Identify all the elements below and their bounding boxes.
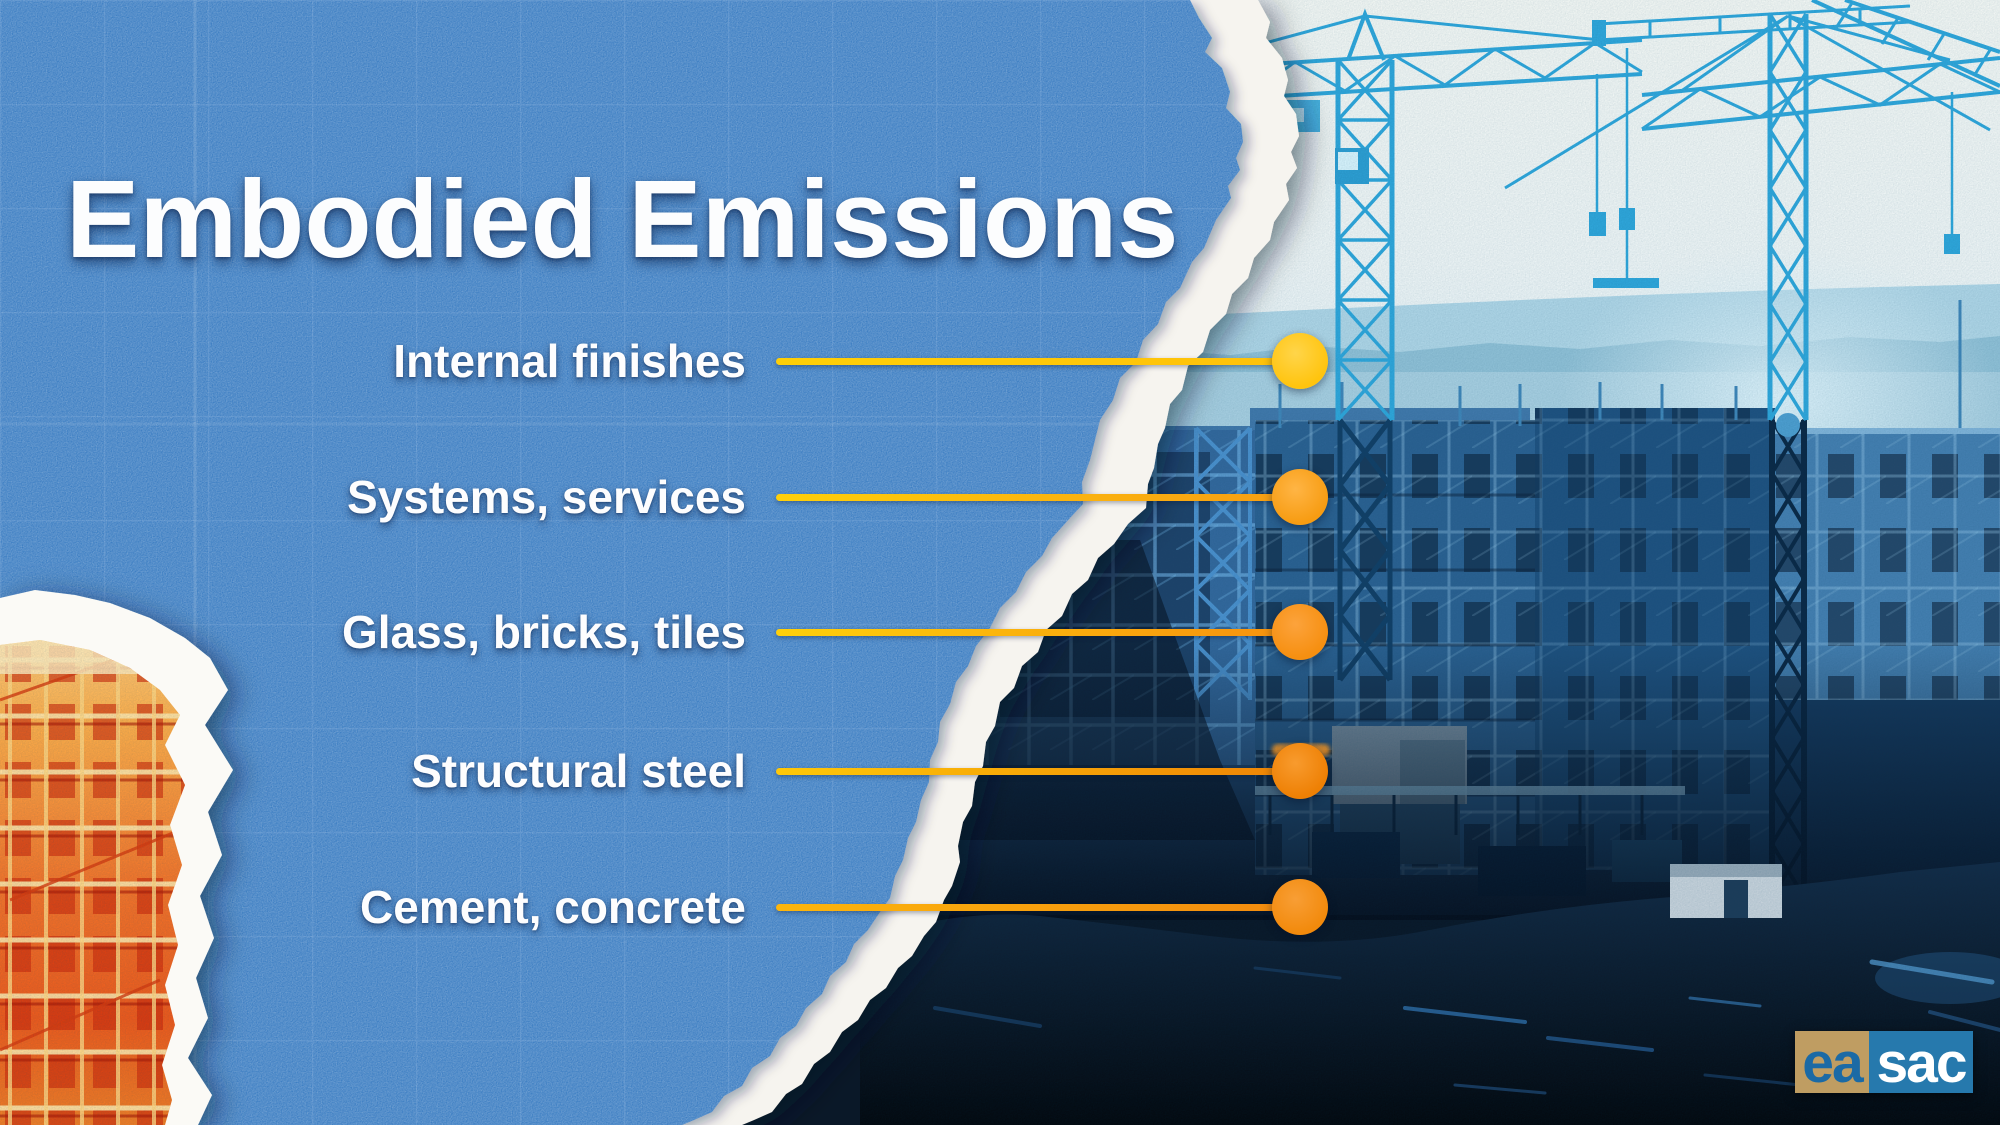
callout-dot — [1272, 879, 1328, 935]
callout-dot — [1272, 604, 1328, 660]
callout-row: Cement, concrete — [0, 875, 1340, 939]
callout-row: Systems, services — [0, 465, 1340, 529]
easac-logo-sac-text: sac — [1876, 1031, 1967, 1095]
callout-dot — [1272, 743, 1328, 799]
thermal-building-cutout — [0, 590, 233, 1125]
callout-dot — [1272, 469, 1328, 525]
callout-label: Glass, bricks, tiles — [341, 606, 746, 658]
easac-logo-ea-text: ea — [1802, 1031, 1863, 1095]
callout-label: Internal finishes — [393, 335, 746, 387]
callout-line — [776, 494, 1300, 501]
callout-label: Cement, concrete — [359, 881, 746, 933]
easac-logo: ea sac — [1795, 1031, 1973, 1095]
easac-logo-ea-box: ea — [1795, 1031, 1869, 1095]
callout-row: Structural steel — [0, 739, 1340, 803]
callout-row: Internal finishes — [0, 329, 1340, 393]
easac-logo-sac-box: sac — [1869, 1031, 1973, 1095]
callout-line — [776, 904, 1300, 911]
callout-line — [776, 768, 1300, 775]
callout-line — [776, 629, 1300, 636]
callout-label: Systems, services — [347, 471, 746, 523]
callout-label: Structural steel — [411, 745, 746, 797]
callout-line — [776, 358, 1300, 365]
page-title: Embodied Emissions — [66, 157, 1179, 281]
callout-row: Glass, bricks, tiles — [0, 600, 1340, 664]
callout-dot — [1272, 333, 1328, 389]
